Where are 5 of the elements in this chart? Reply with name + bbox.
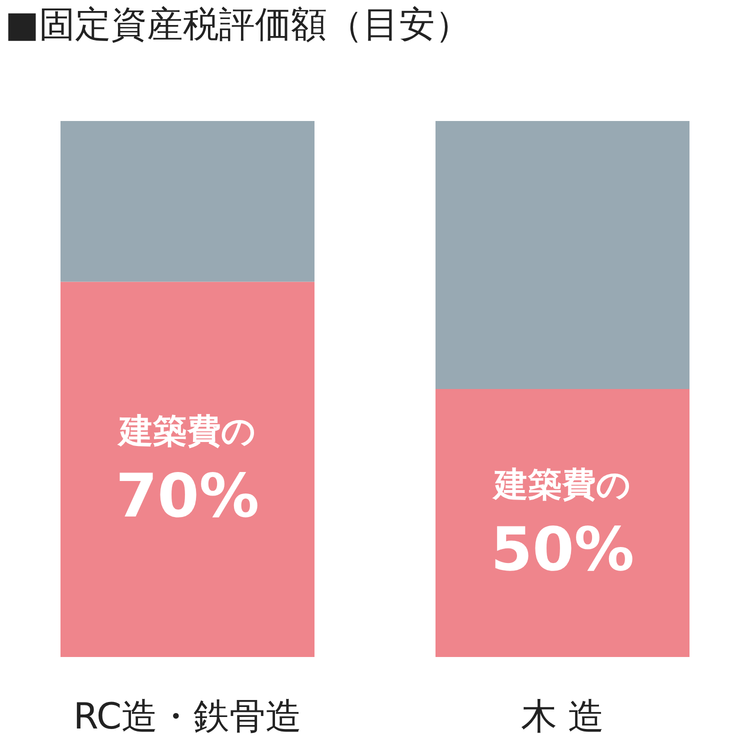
- x-tick-label: RC造・鉄骨造: [73, 696, 302, 738]
- data-label: 建築費の 70%: [116, 411, 260, 532]
- chart-title: ■固定資産税評価額（目安）: [5, 4, 472, 46]
- x-tick-label: 木 造: [520, 696, 604, 738]
- data-label: 建築費の 50%: [490, 465, 634, 585]
